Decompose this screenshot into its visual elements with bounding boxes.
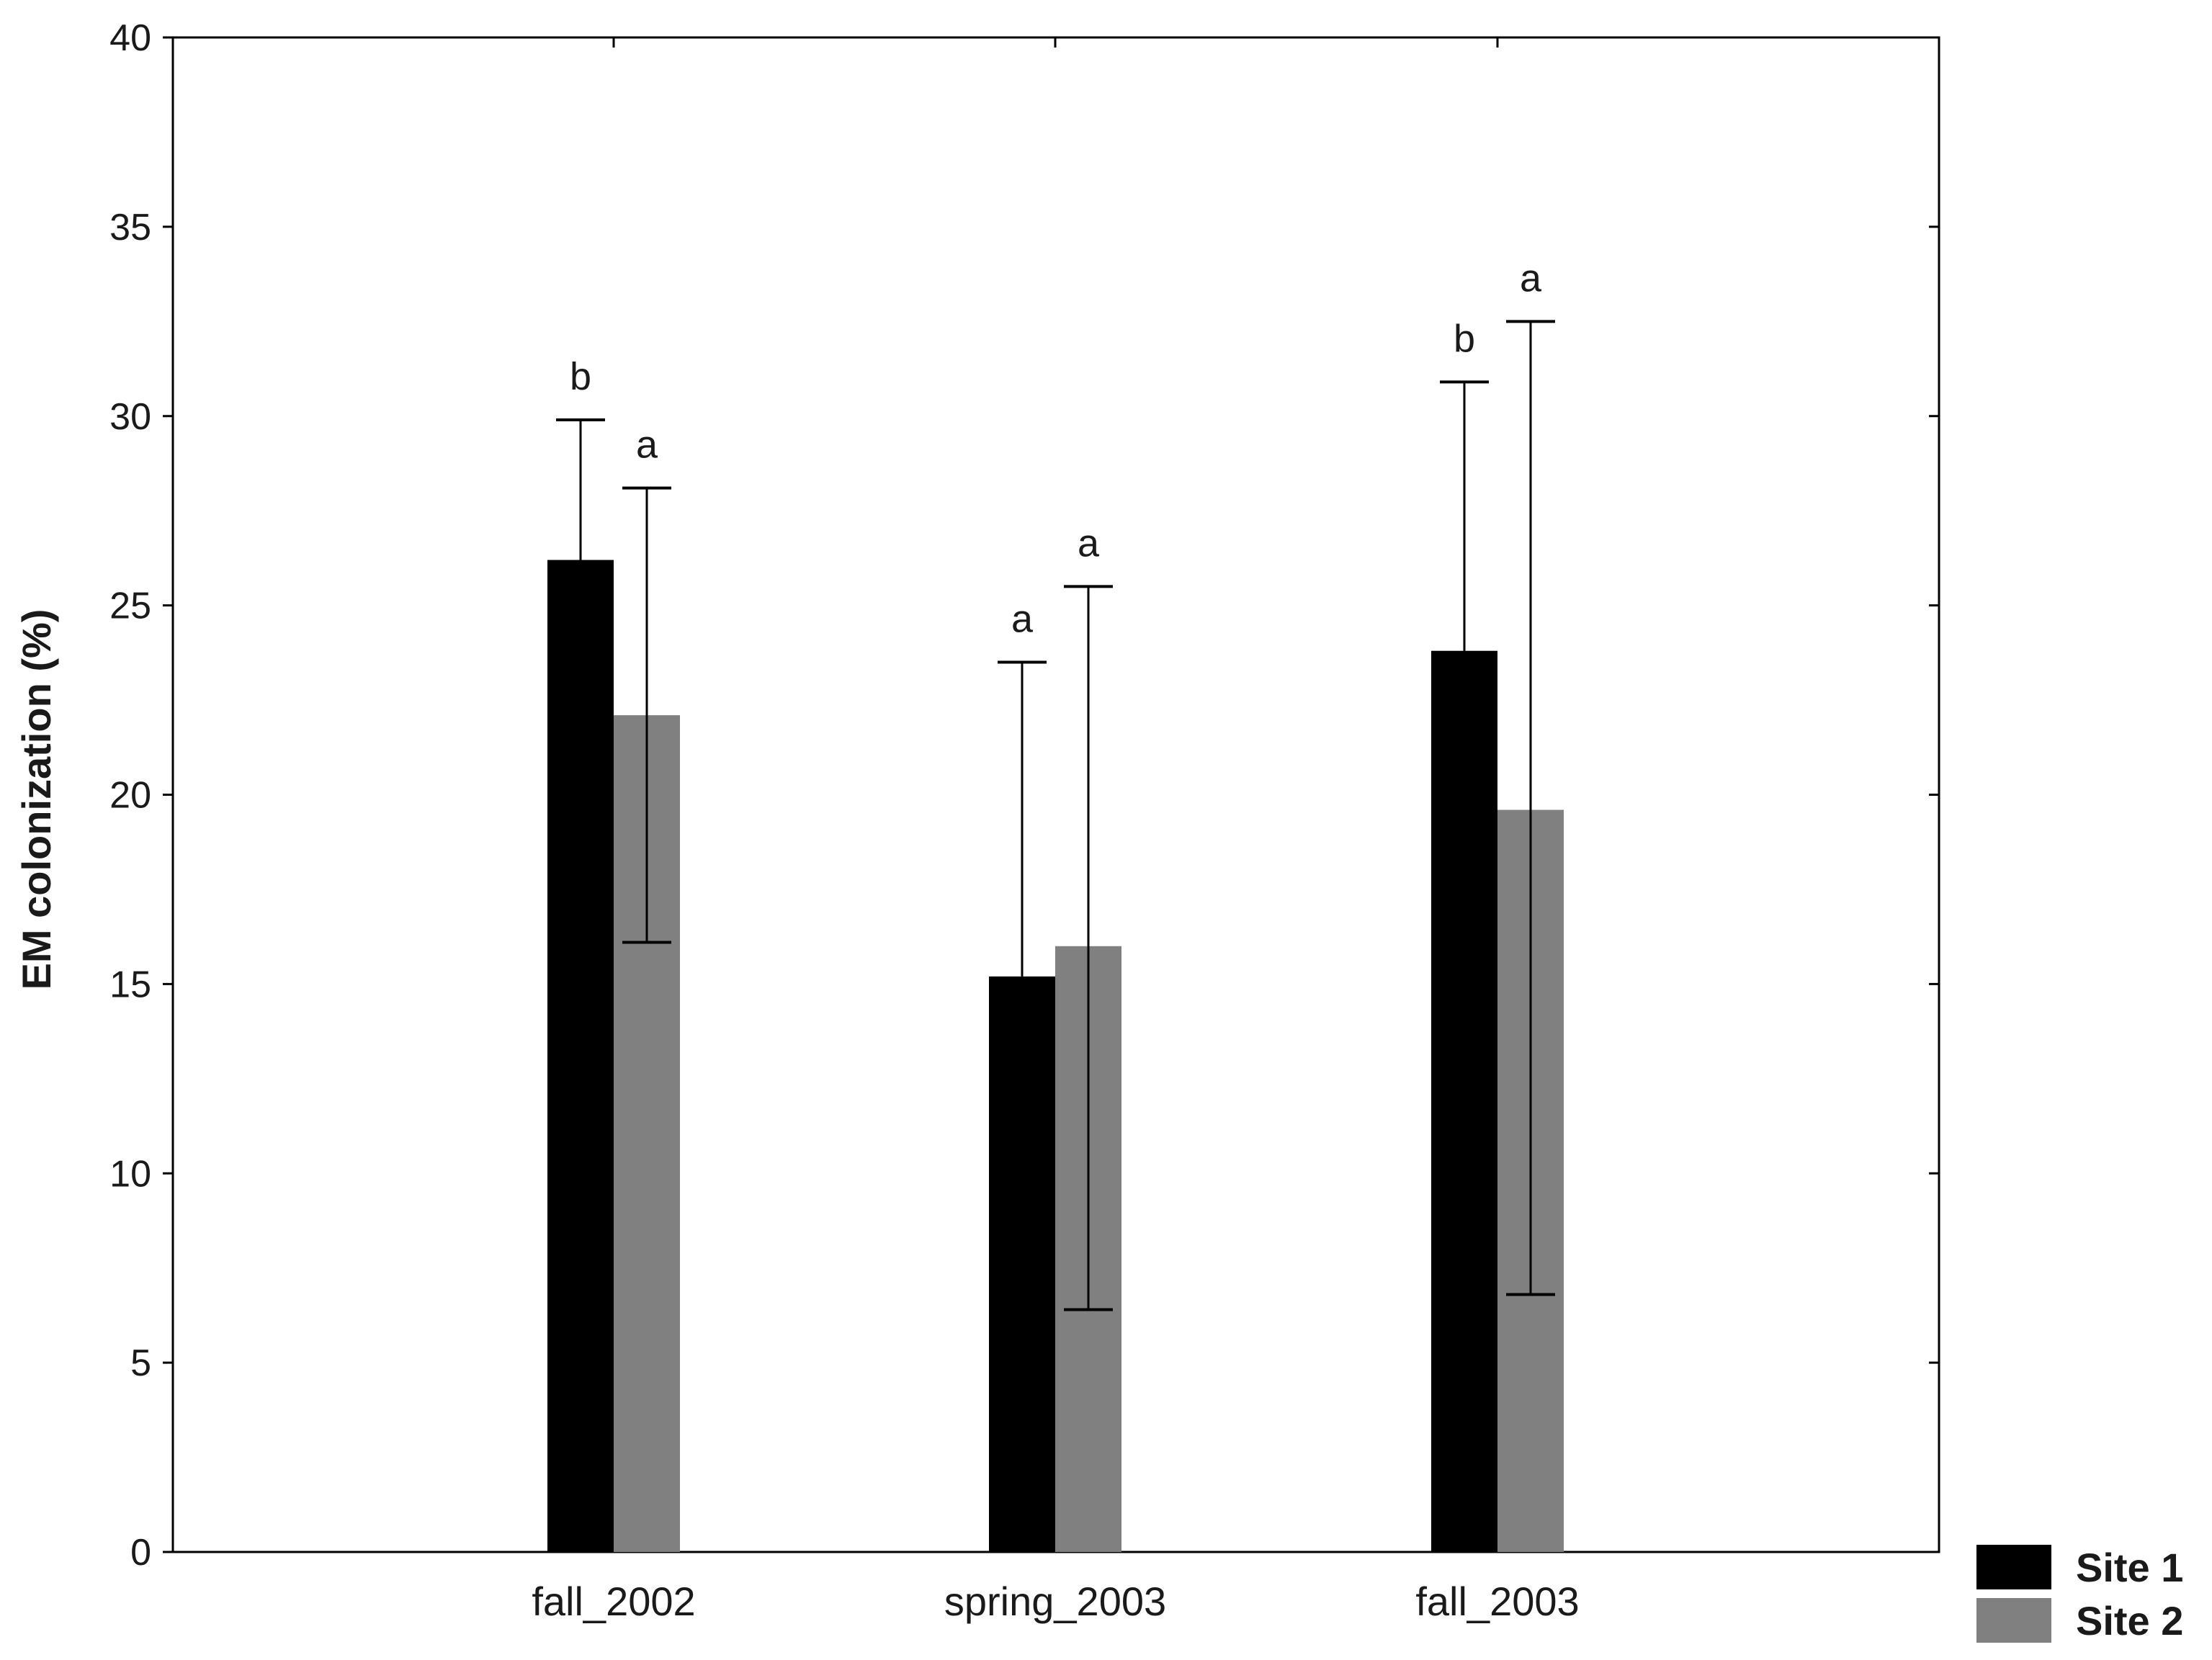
- y-tick-label: 20: [109, 775, 151, 817]
- significance-label: b: [570, 355, 591, 398]
- y-axis: 0 5 10 15 20 25 30 35 40: [109, 17, 1939, 1574]
- y-tick-label: 30: [109, 396, 151, 438]
- y-tick-label: 25: [109, 586, 151, 627]
- x-axis: fall_2002 spring_2003 fall_2003: [532, 37, 1580, 1624]
- y-tick-label: 10: [109, 1153, 151, 1195]
- legend: Site 1 Site 2: [1976, 1545, 2183, 1643]
- significance-label: b: [1454, 317, 1475, 360]
- x-tick-label: fall_2003: [1415, 1579, 1579, 1624]
- y-tick-label: 35: [109, 207, 151, 248]
- legend-swatch: [1976, 1598, 2051, 1643]
- y-tick-label: 0: [130, 1532, 151, 1574]
- bars: [547, 560, 1564, 1553]
- legend-label: Site 2: [2076, 1598, 2183, 1643]
- error-bars: [556, 320, 1555, 1311]
- significance-label: a: [1078, 521, 1100, 565]
- significance-labels: b a b a a a: [570, 256, 1542, 640]
- legend-swatch: [1976, 1545, 2051, 1589]
- significance-label: a: [636, 423, 658, 467]
- bar: [989, 976, 1055, 1552]
- significance-label: a: [1520, 256, 1542, 300]
- legend-label: Site 1: [2076, 1545, 2183, 1590]
- x-tick-label: fall_2002: [532, 1579, 695, 1624]
- significance-label: a: [1011, 597, 1034, 640]
- bar: [1431, 650, 1497, 1552]
- y-tick-label: 15: [109, 964, 151, 1005]
- y-tick-label: 5: [130, 1342, 151, 1384]
- bar: [547, 560, 614, 1553]
- y-axis-label: EM colonization (%): [14, 609, 59, 990]
- x-tick-label: spring_2003: [944, 1579, 1166, 1624]
- y-tick-label: 40: [109, 17, 151, 59]
